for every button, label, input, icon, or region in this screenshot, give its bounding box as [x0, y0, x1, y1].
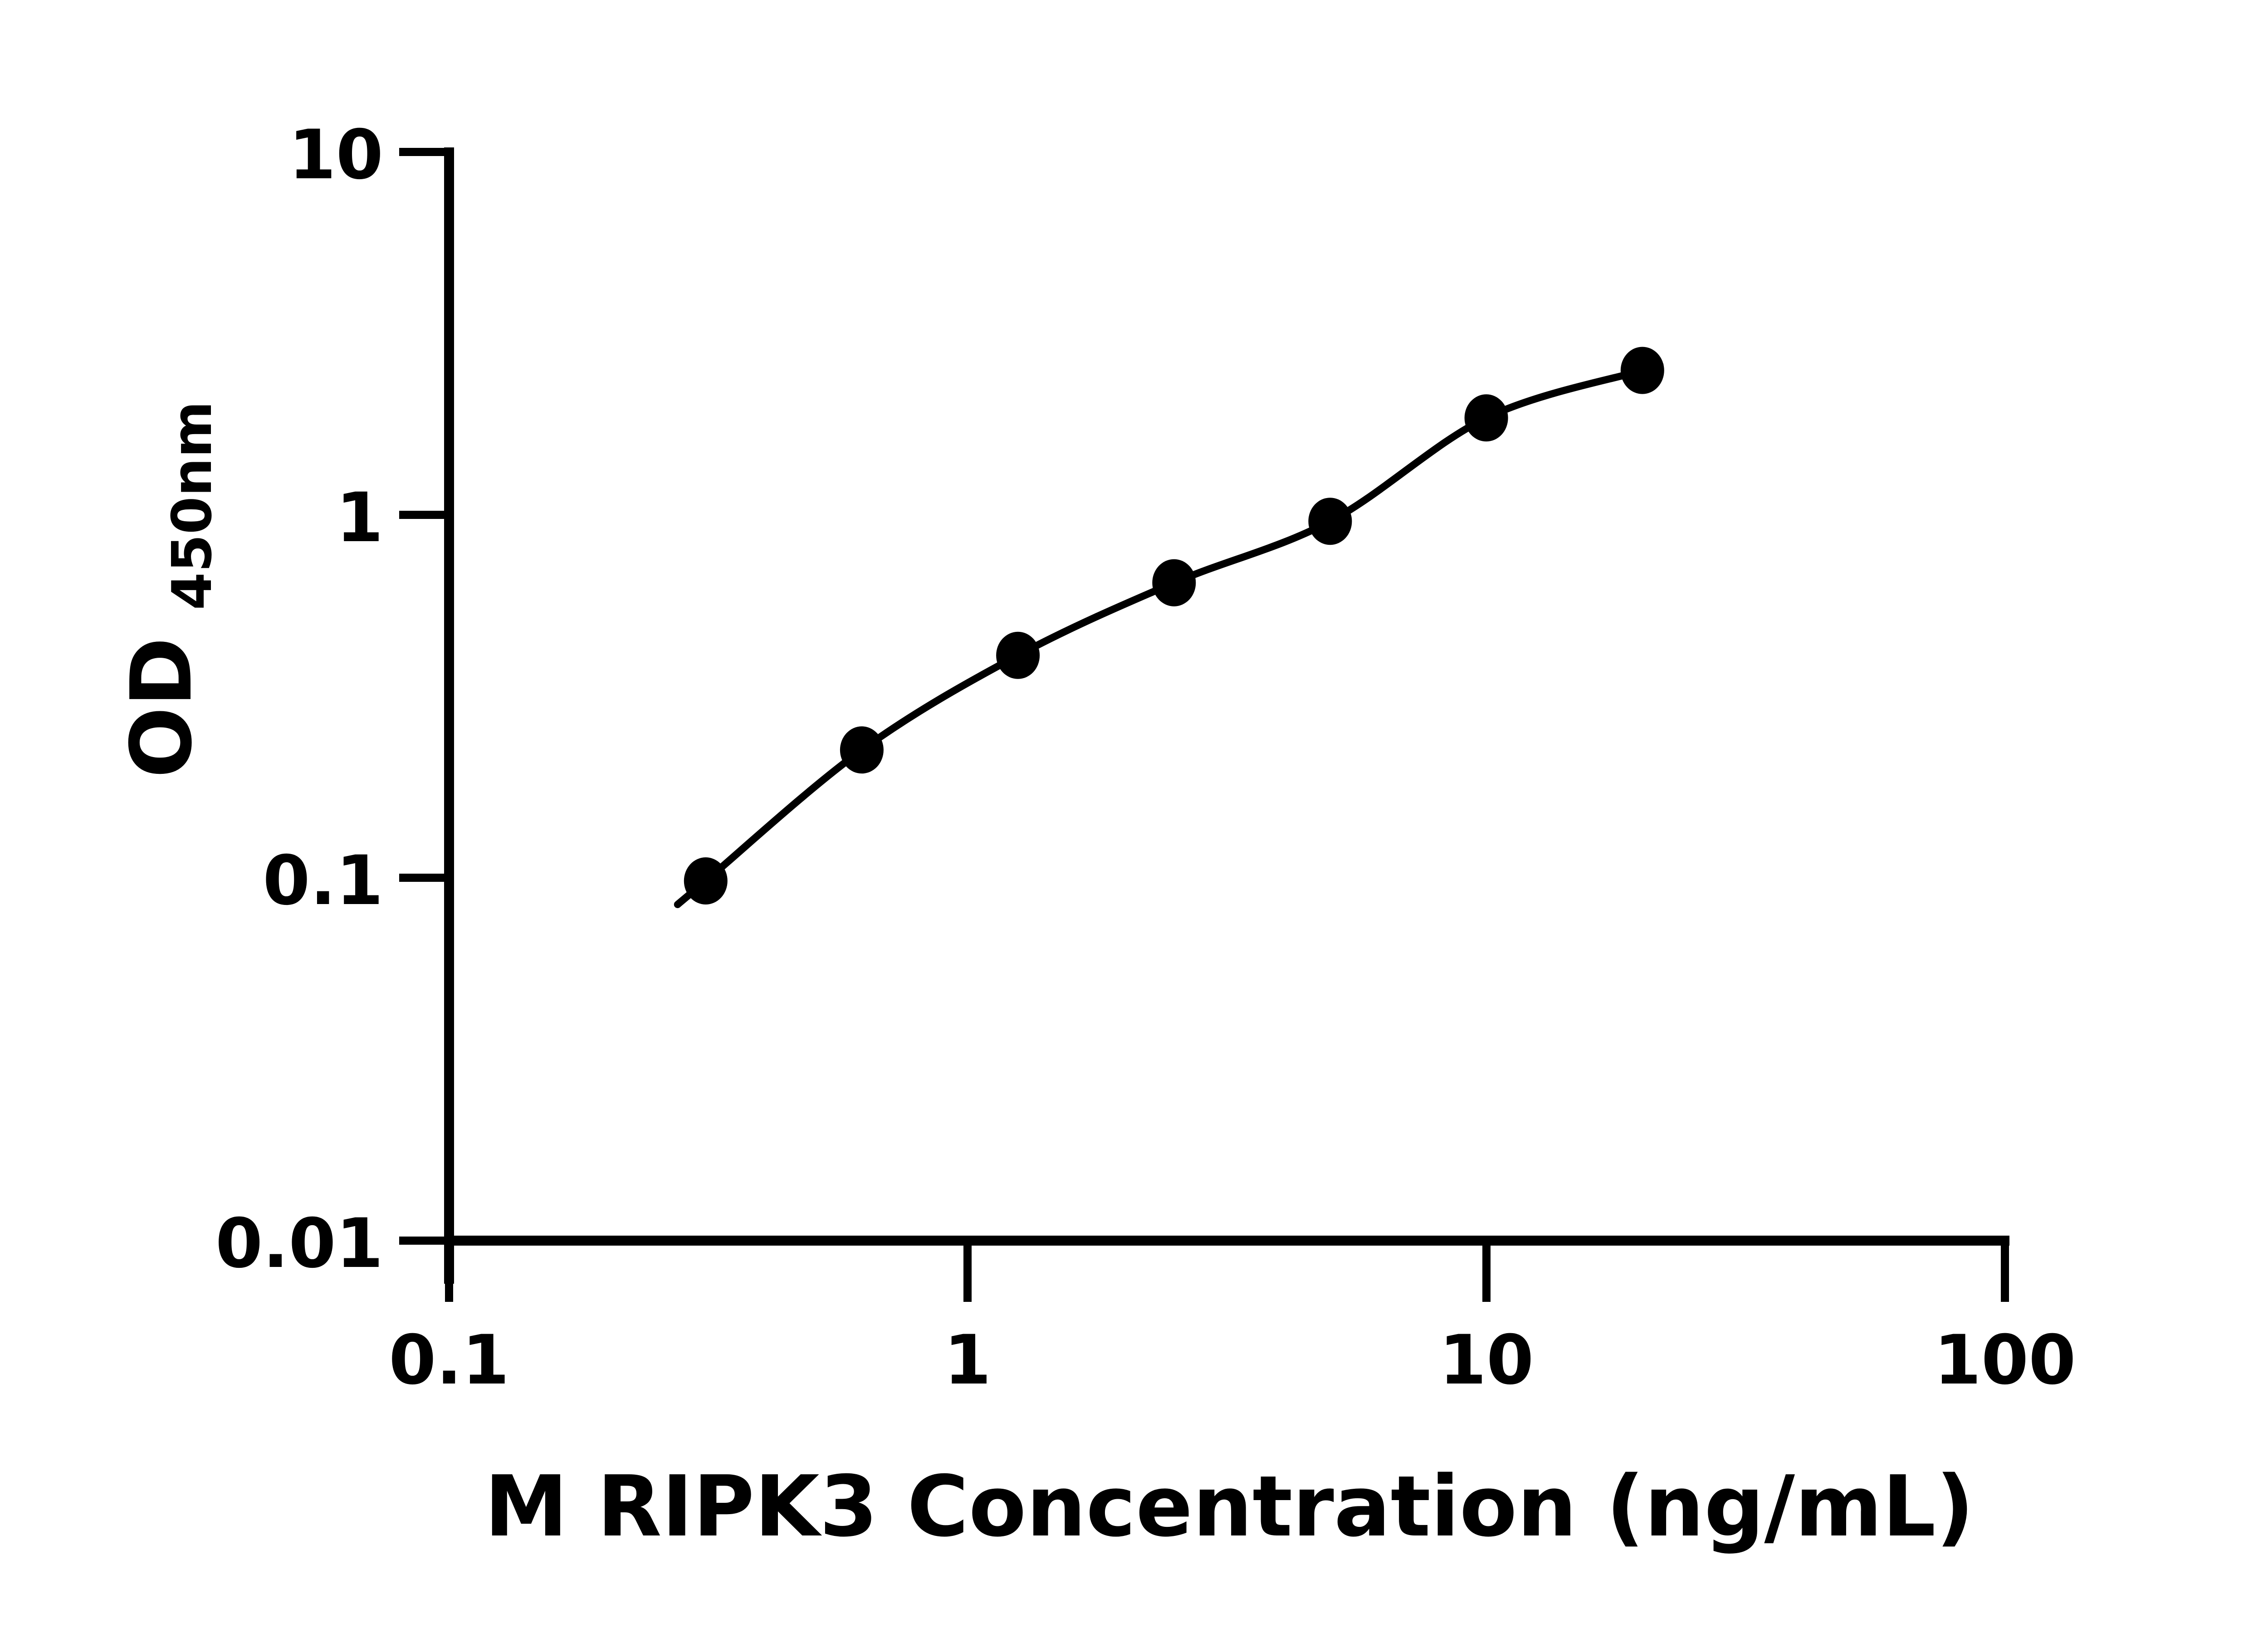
y-tick-label-1: 1 [336, 479, 383, 557]
data-point [996, 631, 1040, 679]
x-axis-title: M RIPK3 Concentration (ng/mL) [484, 1457, 1974, 1555]
data-point [1620, 347, 1664, 394]
y-axis-title-main: OD [112, 637, 210, 778]
data-layer [674, 347, 1664, 908]
data-point [684, 857, 728, 905]
x-tick-label-1: 1 [944, 1321, 991, 1400]
x-tick-label-0-1: 0.1 [389, 1321, 509, 1400]
data-point [840, 726, 884, 774]
y-axis-title: OD 450nm [112, 401, 224, 778]
y-axis-title-subscript: 450nm [161, 401, 224, 610]
data-point [1308, 498, 1352, 545]
y-tick-label-0-1: 0.1 [263, 841, 383, 920]
x-tick-label-10: 10 [1439, 1321, 1534, 1400]
y-tick-label-0-01: 0.01 [215, 1204, 383, 1283]
data-point [1464, 394, 1508, 442]
x-tick-label-100: 100 [1934, 1321, 2076, 1400]
y-axis: 10 1 0.1 0.01 [215, 116, 454, 1284]
y-tick-label-10: 10 [288, 116, 383, 195]
data-point-group [684, 347, 1664, 905]
x-axis: 0.1 1 10 100 [389, 1236, 2076, 1400]
data-point [1152, 559, 1196, 606]
